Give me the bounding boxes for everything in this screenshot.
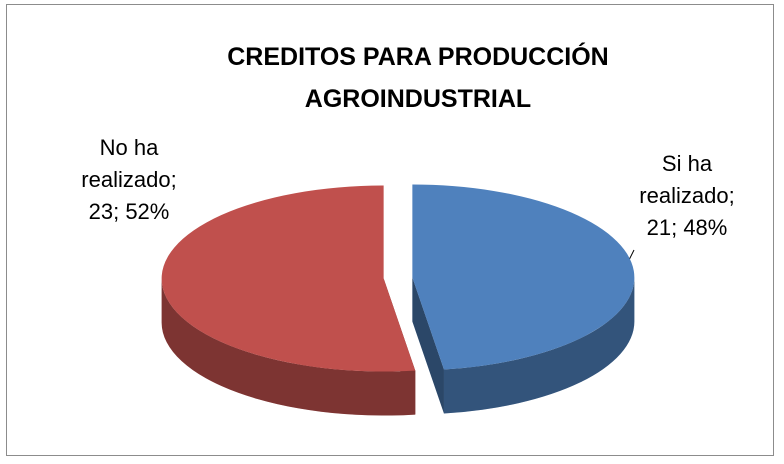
pie-slice: [412, 184, 635, 370]
slice-side: [161, 278, 416, 416]
chart-title: CREDITOS PARA PRODUCCIÓN AGROINDUSTRIAL: [227, 43, 609, 113]
slice-side: [412, 277, 444, 414]
slice-side: [443, 277, 635, 414]
data-label: Si ha realizado; 21; 48%: [639, 151, 735, 240]
slice-shade: [412, 277, 444, 414]
pie-slice: [161, 185, 416, 372]
slice-shade: [161, 278, 416, 416]
slice-shade: [443, 277, 635, 414]
data-label: No ha realizado; 23; 52%: [81, 135, 177, 224]
